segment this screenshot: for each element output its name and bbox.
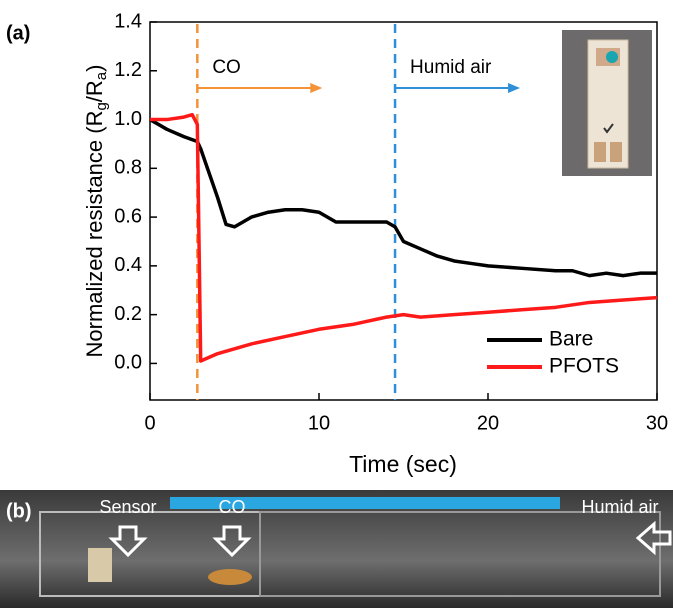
y-tick-label: 1.2 <box>114 59 142 81</box>
photo-text: CO <box>219 497 246 517</box>
legend-label: Bare <box>549 328 593 351</box>
y-tick-label: 0.8 <box>114 157 142 179</box>
inset-photo <box>562 30 652 176</box>
panel-label: (a) <box>6 22 30 44</box>
photo-text: Humid air <box>581 497 658 517</box>
y-axis-label-part: /R <box>82 80 107 102</box>
y-axis-label-part: Normalized resistance (R <box>82 111 107 358</box>
x-tick-label: 30 <box>646 412 668 434</box>
y-axis-label-sub: g <box>93 102 110 110</box>
x-tick-label: 10 <box>308 412 330 434</box>
plot-frame <box>149 21 658 401</box>
legend-label: PFOTS <box>549 355 619 378</box>
y-axis-label-sub: a <box>93 71 110 80</box>
y-tick-label: 0.4 <box>114 254 142 276</box>
y-axis-label: Normalized resistance (Rg/Ra) <box>82 65 110 358</box>
annotation-arrowhead <box>310 83 323 93</box>
x-tick-label: 20 <box>477 412 499 434</box>
photo-text: Sensor <box>99 497 156 517</box>
y-tick-label: 0.0 <box>114 352 142 374</box>
annotation-text: CO <box>212 57 241 78</box>
x-axis-label: Time (sec) <box>349 451 457 477</box>
y-axis-label-part: ) <box>82 65 107 72</box>
data-line <box>150 112 658 363</box>
y-tick-label: 0.2 <box>114 303 142 325</box>
photo-panel: (b) Sensor CO Humid air <box>0 490 673 608</box>
panel-label: (b) <box>6 500 32 522</box>
y-tick-label: 0.6 <box>114 205 142 227</box>
y-tick-label: 1.4 <box>114 10 142 32</box>
data-line <box>149 118 657 278</box>
annotation-arrowhead <box>508 83 521 93</box>
x-tick-label: 0 <box>144 412 155 434</box>
y-tick-label: 1.0 <box>114 108 142 130</box>
annotation-text: Humid air <box>410 57 492 78</box>
